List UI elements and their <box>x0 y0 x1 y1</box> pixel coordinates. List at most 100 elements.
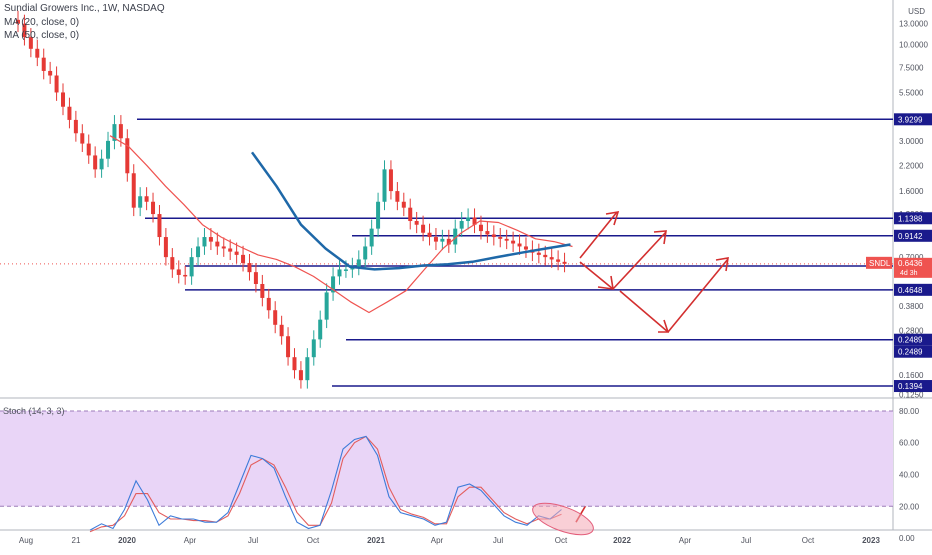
level-label: 0.2489 <box>898 336 923 345</box>
candle-body <box>125 138 130 174</box>
forecast-arrow-up-2 <box>612 231 667 290</box>
candle-body <box>131 173 136 208</box>
candle-body <box>234 251 239 255</box>
level-label-box <box>894 283 932 296</box>
candle-body <box>28 37 33 49</box>
candle-body <box>228 248 233 252</box>
candle-body <box>16 19 20 24</box>
forecast-arrowhead <box>605 210 620 226</box>
price-tick-label: 1.6000 <box>899 187 924 196</box>
candle-body <box>189 257 194 277</box>
stoch-band <box>0 410 893 507</box>
candle-body <box>22 23 27 38</box>
level-label-box <box>894 345 932 358</box>
candle-body <box>183 274 188 277</box>
level-label: 3.9299 <box>898 115 923 124</box>
candle-body <box>318 319 323 340</box>
candle-body <box>176 269 181 275</box>
price-tick-label: 0.1600 <box>899 371 924 380</box>
current-price-box <box>894 257 932 278</box>
candle-body <box>446 238 451 245</box>
candle-body <box>311 339 316 358</box>
countdown-label: 4d 3h <box>900 270 918 277</box>
candle-body <box>48 70 53 76</box>
candle-body <box>343 269 348 271</box>
candle-body <box>54 75 59 93</box>
price-tick-label: 0.7000 <box>899 253 924 262</box>
stoch-tick-label: 40.00 <box>899 471 920 480</box>
candle-body <box>73 119 78 134</box>
forecast-arrow-down-1 <box>579 261 614 290</box>
forecast-arrowhead <box>715 257 729 272</box>
time-tick-label: Jul <box>741 536 751 545</box>
forecast-arrowhead <box>653 230 667 245</box>
level-label: 0.1394 <box>898 382 923 391</box>
stoch-tick-label: 0.00 <box>899 534 915 543</box>
ma50-legend: MA (50, close, 0) <box>4 30 80 41</box>
time-tick-label: Oct <box>307 536 320 545</box>
candle-body <box>266 297 271 311</box>
stoch-tick-label: 60.00 <box>899 439 920 448</box>
price-tick-label: 0.1250 <box>899 391 924 400</box>
level-label-box <box>894 380 932 393</box>
level-label: 0.4648 <box>898 286 923 295</box>
candle-body <box>298 370 303 381</box>
candle-body <box>491 234 496 238</box>
candle-body <box>208 237 213 242</box>
time-tick-label: 2022 <box>613 536 631 545</box>
time-tick-label: Oct <box>555 536 568 545</box>
candle-body <box>324 292 329 320</box>
time-tick-label: Oct <box>802 536 815 545</box>
level-label: 0.9142 <box>898 232 923 241</box>
candle-body <box>260 284 265 298</box>
candle-body <box>241 254 246 264</box>
candle-body <box>485 231 490 235</box>
time-tick-label: Apr <box>679 536 692 545</box>
candle-body <box>408 207 413 222</box>
candle-body <box>556 259 561 262</box>
price-tick-label: 3.0000 <box>899 137 924 146</box>
candle-body <box>427 232 432 238</box>
candle-body <box>440 238 445 242</box>
candle-body <box>356 259 361 267</box>
candle-body <box>395 191 400 202</box>
candle-body <box>472 217 477 225</box>
candle-body <box>292 357 297 371</box>
time-tick-label: Apr <box>431 536 444 545</box>
candle-body <box>221 246 226 249</box>
candle-body <box>523 246 528 250</box>
candle-body <box>273 310 278 325</box>
candle-body <box>305 357 310 381</box>
candle-body <box>376 201 381 229</box>
candle-body <box>543 254 548 258</box>
candle-body <box>369 228 374 247</box>
candle-body <box>35 48 40 58</box>
price-tick-label: 0.3800 <box>899 302 924 311</box>
candle-body <box>106 140 111 159</box>
candle-body <box>401 201 406 208</box>
candle-body <box>549 257 554 260</box>
candle-body <box>498 237 503 239</box>
candle-body <box>202 237 207 247</box>
candle-body <box>363 246 368 260</box>
ma20-line <box>109 135 573 314</box>
candle-body <box>61 92 66 107</box>
time-tick-label: 21 <box>72 536 81 545</box>
candle-body <box>99 158 104 170</box>
ma50-line <box>250 151 571 271</box>
candle-body <box>170 257 175 270</box>
candle-body <box>253 272 258 285</box>
forecast-arrow-up-3 <box>667 258 729 333</box>
price-tick-label: 7.5000 <box>899 64 924 73</box>
stoch-highlight-ellipse <box>532 502 594 536</box>
candle-body <box>67 106 72 120</box>
candle-body <box>196 246 201 258</box>
symbol-tag-box <box>866 256 892 269</box>
level-label-box <box>894 333 932 346</box>
candle-body <box>511 240 516 244</box>
candle-body <box>478 224 483 232</box>
price-tick-label: 5.5000 <box>899 88 924 97</box>
candle-body <box>414 221 419 225</box>
